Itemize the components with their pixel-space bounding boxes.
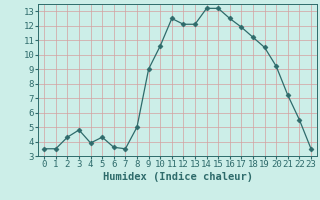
X-axis label: Humidex (Indice chaleur): Humidex (Indice chaleur) <box>103 172 252 182</box>
